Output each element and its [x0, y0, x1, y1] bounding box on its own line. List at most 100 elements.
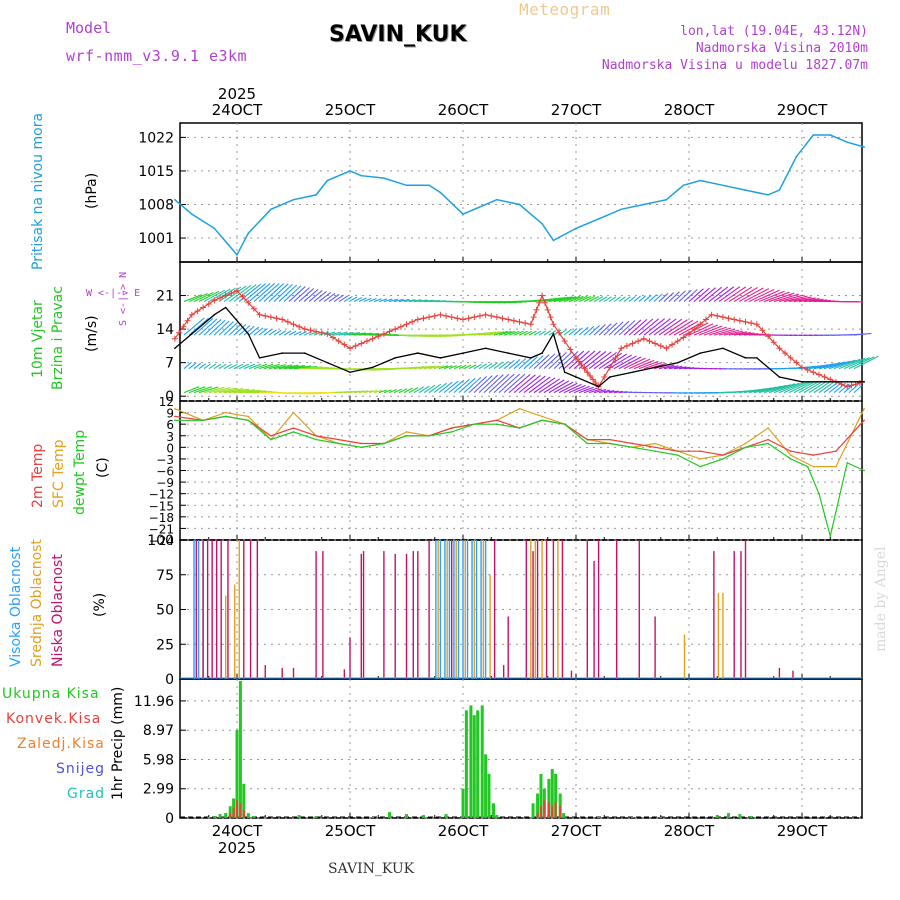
wind-arrow — [363, 297, 372, 303]
wind-arrow — [668, 365, 683, 370]
conv-precip-bar — [559, 806, 562, 818]
wind-arrow — [248, 363, 262, 370]
t2m-line-point — [450, 427, 453, 429]
wind-arrow — [603, 390, 615, 394]
wind-arrow — [188, 386, 206, 394]
wind-arrow — [808, 380, 828, 394]
wind-speed-line-point — [484, 347, 487, 350]
total-precip-bar — [405, 814, 408, 818]
gust-marker — [697, 321, 704, 328]
wind-arrow — [553, 351, 573, 370]
gust-marker — [856, 380, 863, 387]
wind-arrow — [663, 319, 688, 336]
wind-arrow — [523, 356, 538, 370]
wind-arrow — [253, 282, 276, 302]
wind-speed-line-point — [541, 352, 543, 354]
wind-arrow — [203, 319, 222, 336]
panel-frames — [179, 122, 863, 819]
t2m-line-point — [789, 450, 792, 452]
gust-marker — [680, 334, 687, 341]
wind-arrow — [598, 389, 611, 394]
gust-marker — [522, 320, 529, 327]
wind-arrow — [718, 329, 740, 336]
gust-marker — [250, 305, 257, 312]
wind-arrow — [658, 292, 669, 302]
wind-arrow — [188, 293, 208, 303]
dewpoint-line-point — [337, 442, 340, 445]
wind-arrow — [518, 357, 533, 370]
wind-arrow — [573, 327, 583, 336]
wind-arrow — [543, 379, 565, 394]
wind-arrow — [703, 326, 727, 336]
gust-marker — [561, 338, 568, 345]
wind-arrow — [393, 388, 403, 394]
wind-arrow — [288, 286, 306, 302]
wind-arrow — [518, 330, 528, 336]
gust-marker — [307, 327, 314, 334]
wind-arrow — [348, 296, 358, 303]
wind-speed-line-point — [744, 357, 747, 359]
wind-arrow — [783, 295, 808, 303]
y-tick-label: 75 — [156, 568, 174, 584]
gust-marker — [669, 341, 676, 348]
pressure-line-point — [428, 184, 430, 187]
wind-arrow — [503, 373, 526, 394]
wind-arrow — [418, 365, 432, 370]
wind-arrow — [658, 318, 683, 336]
total-precip-bar — [487, 773, 491, 818]
wind-arrow — [593, 324, 606, 336]
wind-arrow — [543, 352, 562, 370]
wind-arrow — [443, 380, 459, 394]
total-precip-bar — [207, 817, 211, 818]
conv-precip-bar — [242, 810, 245, 818]
wind-arrow — [773, 293, 799, 303]
wind-arrow — [813, 362, 840, 370]
wind-arrow — [593, 296, 604, 303]
wind-arrow — [583, 325, 595, 336]
t2m-line-point — [496, 419, 498, 422]
total-precip-bar — [371, 817, 375, 818]
wind-speed-line-point — [281, 352, 284, 354]
wind-arrow — [773, 382, 800, 394]
gust-marker — [290, 321, 297, 328]
wind-arrow — [388, 298, 399, 303]
total-precip-bar — [659, 817, 663, 818]
dewpoint-line-point — [292, 431, 295, 433]
pressure-line-point — [744, 189, 747, 191]
x-tick-label-top: 26OCT — [438, 101, 489, 119]
wind-arrow — [638, 295, 647, 302]
total-precip-bar — [631, 817, 634, 818]
wind-arrow — [628, 358, 651, 370]
wind-speed-line — [174, 306, 865, 388]
wind-arrow — [268, 364, 287, 370]
wind-arrow — [313, 291, 327, 302]
wind-arrow — [638, 318, 660, 336]
wind-arrow — [413, 299, 428, 303]
wind-arrow — [743, 288, 770, 303]
wind-arrow — [848, 384, 859, 394]
y-tick-label: 3 — [166, 430, 174, 444]
wind-arrow — [543, 330, 552, 336]
wind-arrow — [293, 287, 310, 302]
gust-marker — [363, 338, 370, 345]
gust-marker — [584, 369, 591, 376]
wind-arrow — [283, 330, 292, 336]
gust-marker — [527, 321, 534, 328]
gust-marker — [753, 321, 760, 328]
conv-precip-bar — [554, 802, 557, 818]
t2m-line-point — [270, 434, 272, 437]
wind-arrow — [848, 356, 875, 370]
wind-arrow — [183, 386, 200, 394]
wind-arrow — [438, 365, 449, 370]
wind-speed-line-point — [631, 371, 634, 374]
gust-marker — [392, 326, 399, 333]
total-precip-bar — [242, 783, 246, 818]
total-precip-bar — [531, 803, 535, 818]
y-tick-label: −12 — [149, 488, 174, 502]
sfc-temp-line-point — [541, 415, 543, 418]
sfc-temp-line-point — [789, 454, 792, 456]
wind-arrow — [528, 355, 544, 370]
wind-arrow — [428, 365, 440, 370]
lonlat-label: lon,lat (19.04E, 43.12N) — [680, 24, 868, 39]
total-precip-bar — [464, 710, 468, 818]
